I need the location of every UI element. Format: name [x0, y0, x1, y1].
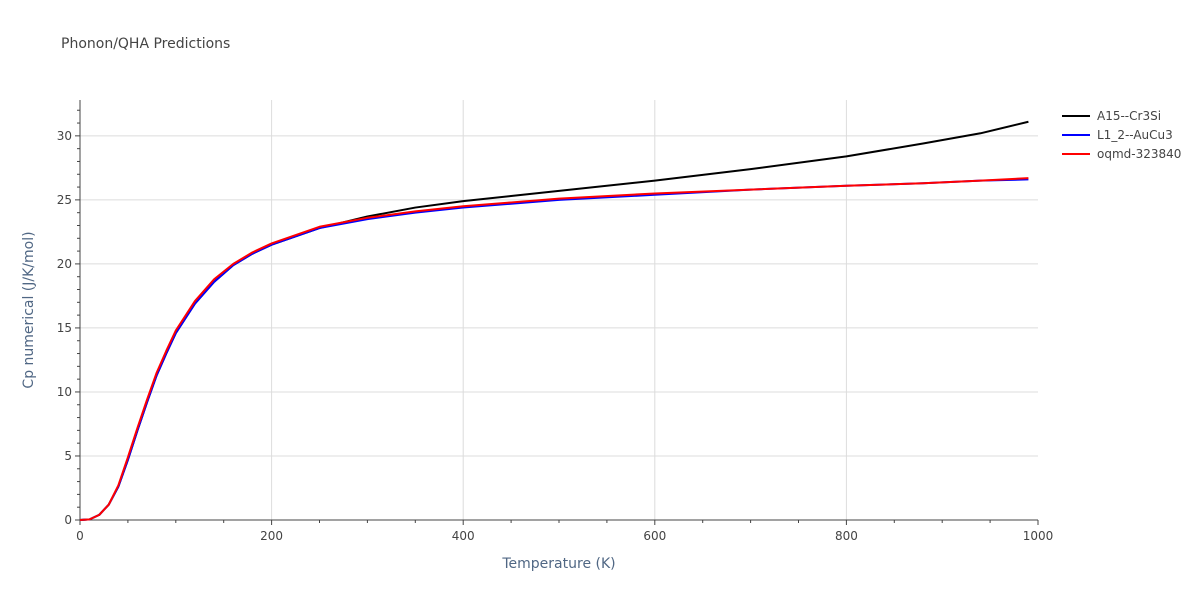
x-axis-title: Temperature (K): [501, 556, 615, 572]
tick-labels: 0 200 400 600 800 1000 0 5 10 15 20 25 30: [57, 129, 1054, 543]
legend-label: oqmd-323840: [1097, 146, 1182, 161]
gridlines: [80, 100, 1038, 520]
x-tick-label: 600: [643, 529, 666, 543]
axes: [75, 100, 1039, 525]
series-lines: [79, 120, 1029, 521]
legend-item[interactable]: L1_2--AuCu3: [1062, 125, 1181, 144]
series-line-0[interactable]: [79, 120, 1029, 521]
y-tick-label: 30: [57, 129, 72, 143]
x-tick-label: 0: [76, 529, 84, 543]
x-tick-label: 200: [260, 529, 283, 543]
y-tick-label: 25: [57, 193, 72, 207]
y-tick-label: 0: [64, 513, 72, 527]
legend-swatch: [1062, 133, 1090, 136]
legend-item[interactable]: oqmd-323840: [1062, 144, 1181, 163]
chart-title: Phonon/QHA Predictions: [61, 36, 231, 52]
legend-swatch: [1062, 114, 1090, 117]
legend-label: L1_2--AuCu3: [1097, 127, 1173, 142]
y-axis-title: Cp numerical (J/K/mol): [21, 231, 37, 388]
series-line-2[interactable]: [79, 177, 1029, 521]
legend-label: A15--Cr3Si: [1097, 108, 1162, 123]
series-line-1[interactable]: [79, 178, 1029, 521]
y-tick-label: 5: [64, 449, 72, 463]
x-tick-label: 800: [835, 529, 858, 543]
y-tick-label: 15: [57, 321, 72, 335]
y-tick-label: 10: [57, 385, 72, 399]
legend: A15--Cr3Si L1_2--AuCu3 oqmd-323840: [1062, 106, 1181, 163]
x-tick-label: 1000: [1023, 529, 1054, 543]
legend-swatch: [1062, 152, 1090, 155]
legend-item[interactable]: A15--Cr3Si: [1062, 106, 1181, 125]
x-tick-label: 400: [452, 529, 475, 543]
y-tick-label: 20: [57, 257, 72, 271]
